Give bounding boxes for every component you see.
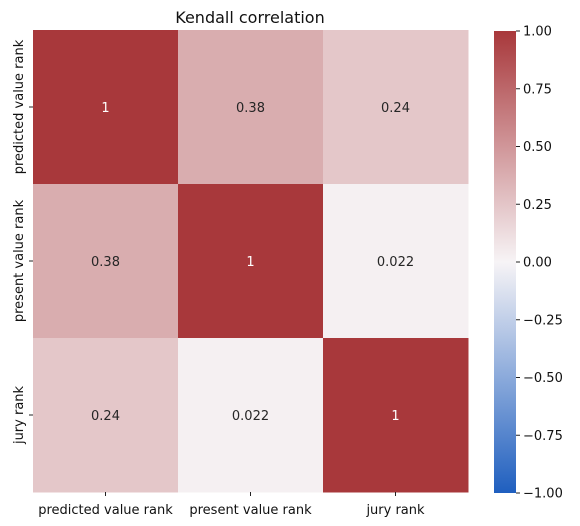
x-tick-label: present value rank xyxy=(189,503,312,518)
y-axis: predicted value rank present value rank ju… xyxy=(12,39,33,445)
x-tick-label: predicted value rank xyxy=(38,503,173,518)
heatmap-cell xyxy=(33,30,179,185)
colorbar: 1.00 0.75 0.50 0.25 0.00 −0.25 −0.50 −0.75 −1.00 xyxy=(494,25,563,502)
cell-annotation: 0.38 xyxy=(91,255,120,270)
colorbar-tick-label: 0.50 xyxy=(523,140,552,155)
cell-annotation: 1 xyxy=(101,101,109,116)
colorbar-tick-label: 0.00 xyxy=(523,256,552,271)
heatmap-cell xyxy=(33,338,179,493)
colorbar-tick-label: 1.00 xyxy=(523,25,552,40)
cell-annotation: 0.24 xyxy=(91,409,120,424)
heatmap-cell xyxy=(178,30,324,185)
heatmap-cell xyxy=(178,184,324,339)
cell-annotation: 0.38 xyxy=(236,101,265,116)
cell-annotation: 0.24 xyxy=(381,101,410,116)
colorbar-tick-label: −0.50 xyxy=(523,371,563,386)
heatmap-cell xyxy=(323,184,469,339)
colorbar-tick-label: −0.75 xyxy=(523,429,563,444)
colorbar-tick-label: 0.25 xyxy=(523,198,552,213)
colorbar-gradient xyxy=(494,31,516,493)
x-tick-label: jury rank xyxy=(365,503,425,518)
heatmap-cell xyxy=(323,30,469,185)
y-tick-label: present value rank xyxy=(12,199,27,322)
heatmap-cell xyxy=(33,184,179,339)
y-tick-label: jury rank xyxy=(12,385,27,445)
chart-title: Kendall correlation xyxy=(175,8,324,27)
cell-annotation: 0.022 xyxy=(377,255,414,270)
heatmap-cell xyxy=(178,338,324,493)
cell-annotation: 0.022 xyxy=(232,409,269,424)
y-tick-label: predicted value rank xyxy=(12,39,27,174)
x-axis: predicted value rank present value rank ju… xyxy=(38,492,425,518)
heatmap-cells: 1 0.38 0.24 0.38 1 0.022 0.24 0.022 1 xyxy=(33,30,469,493)
cell-annotation: 1 xyxy=(391,409,399,424)
colorbar-tick-label: −0.25 xyxy=(523,313,563,328)
colorbar-tick-label: −1.00 xyxy=(523,487,563,502)
cell-annotation: 1 xyxy=(246,255,254,270)
colorbar-tick-label: 0.75 xyxy=(523,82,552,97)
heatmap-cell xyxy=(323,338,469,493)
